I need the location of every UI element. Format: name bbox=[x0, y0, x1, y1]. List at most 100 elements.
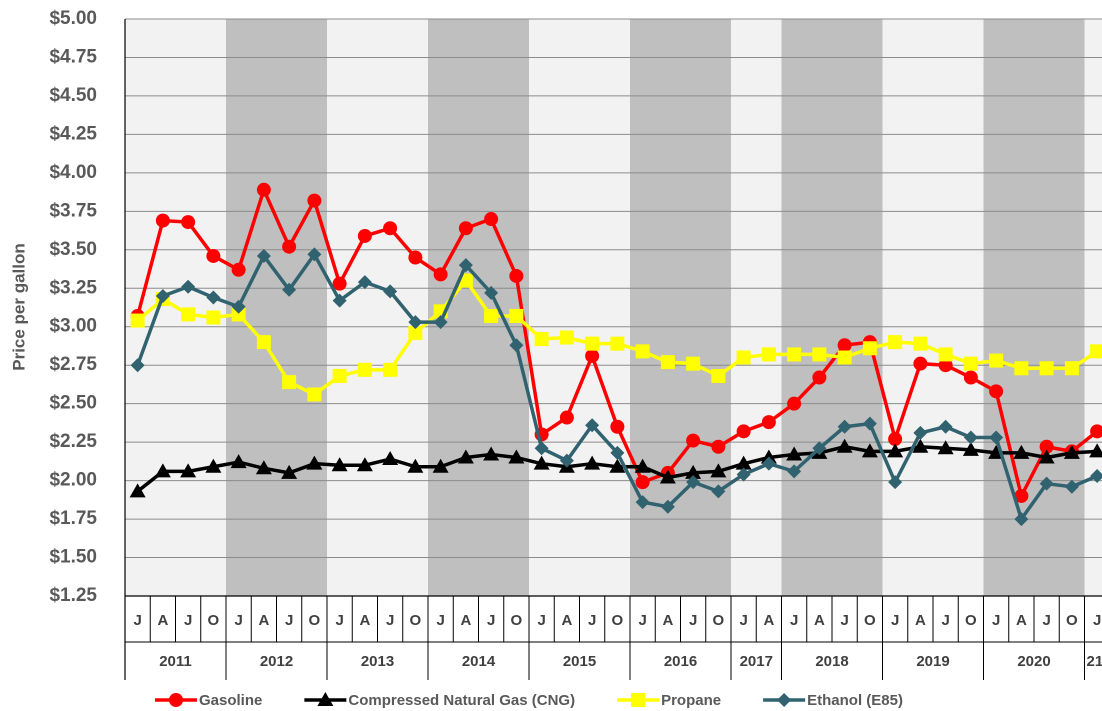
marker bbox=[256, 248, 271, 263]
marker bbox=[631, 693, 646, 707]
year-label: 2015 bbox=[563, 653, 596, 670]
marker bbox=[1090, 468, 1102, 483]
year-label: 2013 bbox=[361, 653, 394, 670]
marker bbox=[610, 419, 625, 434]
x-tick-label: O bbox=[965, 612, 977, 629]
marker bbox=[735, 455, 752, 470]
marker bbox=[836, 438, 853, 453]
legend-label: Ethanol (E85) bbox=[807, 692, 903, 709]
marker bbox=[357, 362, 372, 377]
marker bbox=[787, 396, 802, 411]
x-tick-label: O bbox=[864, 612, 876, 629]
marker bbox=[635, 344, 650, 359]
year-band bbox=[1084, 19, 1102, 596]
x-tick-label: J bbox=[689, 612, 697, 629]
year-band bbox=[630, 19, 731, 596]
marker bbox=[963, 430, 978, 445]
marker bbox=[888, 335, 903, 350]
marker bbox=[989, 353, 1004, 368]
marker bbox=[736, 350, 751, 365]
marker bbox=[282, 375, 297, 390]
marker bbox=[357, 275, 372, 290]
marker bbox=[307, 387, 322, 402]
marker bbox=[585, 336, 600, 351]
marker bbox=[585, 418, 600, 433]
x-tick-label: J bbox=[790, 612, 798, 629]
year-band bbox=[983, 19, 1085, 596]
marker bbox=[408, 325, 423, 340]
marker bbox=[1089, 443, 1102, 458]
year-band bbox=[529, 19, 630, 596]
x-tick-label: O bbox=[208, 612, 220, 629]
marker bbox=[837, 338, 852, 353]
marker bbox=[181, 307, 196, 322]
x-tick-label: J bbox=[386, 612, 394, 629]
marker bbox=[610, 336, 625, 351]
marker bbox=[533, 455, 550, 470]
marker bbox=[130, 358, 145, 373]
marker bbox=[1013, 444, 1030, 459]
marker bbox=[129, 483, 146, 498]
marker bbox=[1039, 361, 1054, 376]
marker bbox=[408, 250, 423, 265]
marker bbox=[205, 458, 222, 473]
marker bbox=[484, 308, 499, 323]
marker bbox=[1039, 439, 1054, 454]
y-tick-label: $3.25 bbox=[49, 277, 97, 298]
x-tick-label: J bbox=[537, 612, 545, 629]
marker bbox=[989, 430, 1004, 445]
marker bbox=[383, 221, 398, 236]
marker bbox=[787, 464, 802, 479]
marker bbox=[938, 347, 953, 362]
marker bbox=[862, 341, 877, 356]
x-tick-label: A bbox=[662, 612, 673, 629]
marker bbox=[383, 362, 398, 377]
marker bbox=[180, 463, 197, 478]
year-label: 2016 bbox=[664, 653, 697, 670]
marker bbox=[382, 451, 399, 466]
marker bbox=[181, 215, 196, 230]
marker bbox=[963, 370, 978, 385]
year-label: 2020 bbox=[1017, 653, 1050, 670]
marker bbox=[585, 348, 600, 363]
x-tick-label: O bbox=[1066, 612, 1078, 629]
x-tick-label: A bbox=[763, 612, 774, 629]
marker bbox=[686, 433, 701, 448]
marker bbox=[154, 463, 171, 478]
x-tick-label: O bbox=[713, 612, 725, 629]
marker bbox=[686, 356, 701, 371]
marker bbox=[559, 453, 574, 468]
marker bbox=[307, 247, 322, 262]
marker bbox=[206, 248, 221, 263]
marker bbox=[989, 384, 1004, 399]
marker bbox=[812, 441, 827, 456]
marker bbox=[306, 455, 323, 470]
marker bbox=[1090, 424, 1102, 439]
marker bbox=[888, 475, 903, 490]
marker bbox=[635, 495, 650, 510]
year-label: 2012 bbox=[260, 653, 293, 670]
x-tick-label: A bbox=[359, 612, 370, 629]
marker bbox=[433, 315, 448, 330]
marker bbox=[1014, 488, 1029, 503]
marker bbox=[357, 228, 372, 243]
y-tick-label: $4.25 bbox=[49, 123, 97, 144]
x-tick-label: J bbox=[234, 612, 242, 629]
x-tick-label: J bbox=[335, 612, 343, 629]
marker bbox=[635, 475, 650, 490]
x-tick-label: A bbox=[258, 612, 269, 629]
marker bbox=[837, 350, 852, 365]
marker bbox=[169, 693, 183, 707]
marker bbox=[1014, 361, 1029, 376]
marker bbox=[584, 455, 601, 470]
marker bbox=[332, 293, 347, 308]
marker bbox=[938, 419, 953, 434]
marker bbox=[1039, 476, 1054, 491]
marker bbox=[760, 449, 777, 464]
legend-item: Compressed Natural Gas (CNG) bbox=[304, 692, 575, 709]
marker bbox=[812, 370, 827, 385]
marker bbox=[1014, 512, 1029, 527]
x-tick-label: J bbox=[1093, 612, 1101, 629]
marker bbox=[356, 457, 373, 472]
